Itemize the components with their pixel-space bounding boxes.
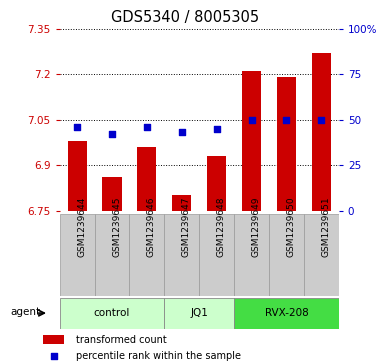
Bar xyxy=(164,214,199,296)
Text: control: control xyxy=(94,308,130,318)
Bar xyxy=(137,147,156,211)
Point xyxy=(144,124,150,130)
Bar xyxy=(172,195,191,211)
Text: GSM1239648: GSM1239648 xyxy=(217,196,226,257)
Bar xyxy=(242,72,261,211)
Bar xyxy=(207,156,226,211)
Text: percentile rank within the sample: percentile rank within the sample xyxy=(76,351,241,361)
Point xyxy=(318,117,325,123)
Bar xyxy=(269,214,304,296)
Bar xyxy=(60,298,164,329)
Bar xyxy=(102,177,122,211)
Point xyxy=(248,117,254,123)
Text: transformed count: transformed count xyxy=(76,335,167,344)
Text: RVX-208: RVX-208 xyxy=(264,308,308,318)
Bar xyxy=(304,214,339,296)
Point xyxy=(283,117,290,123)
Text: GSM1239644: GSM1239644 xyxy=(77,196,86,257)
Text: GSM1239647: GSM1239647 xyxy=(182,196,191,257)
Title: GDS5340 / 8005305: GDS5340 / 8005305 xyxy=(111,10,259,25)
Bar xyxy=(199,214,234,296)
Text: GSM1239649: GSM1239649 xyxy=(251,196,261,257)
Text: GSM1239650: GSM1239650 xyxy=(286,196,295,257)
Point xyxy=(179,130,185,135)
Text: JQ1: JQ1 xyxy=(190,308,208,318)
Point xyxy=(74,124,80,130)
Point xyxy=(109,131,115,137)
Bar xyxy=(95,214,129,296)
Bar xyxy=(129,214,164,296)
Bar xyxy=(234,298,339,329)
Text: agent: agent xyxy=(11,306,41,317)
Bar xyxy=(60,214,95,296)
Bar xyxy=(277,77,296,211)
Text: GSM1239645: GSM1239645 xyxy=(112,196,121,257)
Point xyxy=(214,126,220,132)
Bar xyxy=(164,298,234,329)
Text: GSM1239651: GSM1239651 xyxy=(321,196,330,257)
Bar xyxy=(234,214,269,296)
Bar xyxy=(312,53,331,211)
Point xyxy=(51,353,57,359)
Text: GSM1239646: GSM1239646 xyxy=(147,196,156,257)
Bar xyxy=(67,141,87,211)
Bar xyxy=(44,335,64,344)
